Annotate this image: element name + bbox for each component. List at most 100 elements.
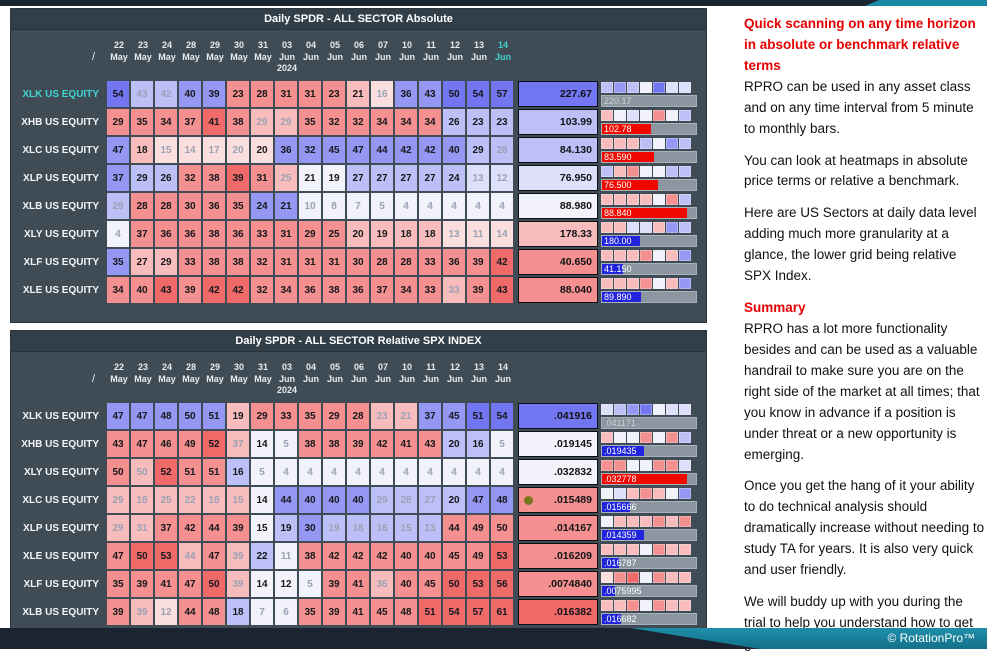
heatmap-cell[interactable]: 39	[107, 599, 129, 626]
heatmap-cell[interactable]: 38	[203, 249, 225, 276]
heatmap-cell[interactable]: 56	[491, 571, 513, 598]
heatmap-cell[interactable]: 4	[491, 193, 513, 220]
heatmap-cell[interactable]: 49	[467, 543, 489, 570]
heatmap-cell[interactable]: 34	[395, 109, 417, 136]
heatmap-cell[interactable]: 34	[107, 277, 129, 304]
heatmap-cell[interactable]: 28	[491, 137, 513, 164]
heatmap-cell[interactable]: 35	[107, 249, 129, 276]
heatmap-cell[interactable]: 48	[395, 599, 417, 626]
heatmap-cell[interactable]: 47	[107, 137, 129, 164]
heatmap-cell[interactable]: 23	[371, 403, 393, 430]
row-label-xle[interactable]: XLE US EQUITY	[22, 550, 99, 562]
heatmap-cell[interactable]: 36	[227, 221, 249, 248]
heatmap-cell[interactable]: 4	[107, 221, 129, 248]
heatmap-cell[interactable]: 16	[371, 81, 393, 108]
heatmap-cell[interactable]: 39	[323, 599, 345, 626]
row-label-xly[interactable]: XLY US EQUITY	[23, 466, 99, 478]
heatmap-cell[interactable]: 35	[227, 193, 249, 220]
heatmap-cell[interactable]: 5	[275, 431, 297, 458]
heatmap-cell[interactable]: 23	[467, 109, 489, 136]
heatmap-cell[interactable]: 50	[179, 403, 201, 430]
heatmap-cell[interactable]: 28	[155, 193, 177, 220]
heatmap-cell[interactable]: 18	[131, 137, 153, 164]
heatmap-cell[interactable]: 38	[299, 543, 321, 570]
heatmap-cell[interactable]: 25	[323, 221, 345, 248]
row-label-xlk[interactable]: XLK US EQUITY	[22, 88, 99, 100]
heatmap-cell[interactable]: 21	[275, 193, 297, 220]
heatmap-cell[interactable]: 23	[323, 81, 345, 108]
heatmap-cell[interactable]: 5	[491, 431, 513, 458]
heatmap-cell[interactable]: 18	[419, 221, 441, 248]
heatmap-cell[interactable]: 57	[467, 599, 489, 626]
heatmap-cell[interactable]: 31	[275, 249, 297, 276]
heatmap-cell[interactable]: 18	[203, 487, 225, 514]
heatmap-cell[interactable]: 31	[299, 249, 321, 276]
heatmap-cell[interactable]: 15	[227, 487, 249, 514]
heatmap-cell[interactable]: 39	[203, 81, 225, 108]
heatmap-cell[interactable]: 34	[395, 277, 417, 304]
heatmap-cell[interactable]: 29	[131, 165, 153, 192]
heatmap-cell[interactable]: 18	[227, 599, 249, 626]
heatmap-cell[interactable]: 10	[299, 193, 321, 220]
heatmap-cell[interactable]: 47	[203, 543, 225, 570]
heatmap-cell[interactable]: 44	[179, 543, 201, 570]
heatmap-cell[interactable]: 19	[227, 403, 249, 430]
heatmap-cell[interactable]: 27	[131, 249, 153, 276]
heatmap-cell[interactable]: 45	[371, 599, 393, 626]
heatmap-cell[interactable]: 12	[491, 165, 513, 192]
heatmap-cell[interactable]: 50	[443, 81, 465, 108]
heatmap-cell[interactable]: 36	[275, 137, 297, 164]
heatmap-cell[interactable]: 29	[275, 109, 297, 136]
heatmap-cell[interactable]: 47	[131, 403, 153, 430]
heatmap-cell[interactable]: 14	[179, 137, 201, 164]
heatmap-cell[interactable]: 31	[131, 515, 153, 542]
heatmap-cell[interactable]: 38	[227, 109, 249, 136]
heatmap-cell[interactable]: 29	[467, 137, 489, 164]
heatmap-cell[interactable]: 36	[299, 277, 321, 304]
heatmap-cell[interactable]: 27	[395, 165, 417, 192]
heatmap-cell[interactable]: 41	[203, 109, 225, 136]
heatmap-cell[interactable]: 54	[107, 81, 129, 108]
heatmap-cell[interactable]: 32	[251, 249, 273, 276]
heatmap-cell[interactable]: 4	[443, 193, 465, 220]
heatmap-cell[interactable]: 13	[467, 165, 489, 192]
heatmap-cell[interactable]: 4	[395, 459, 417, 486]
heatmap-cell[interactable]: 21	[347, 81, 369, 108]
heatmap-cell[interactable]: 15	[395, 515, 417, 542]
heatmap-cell[interactable]: 28	[251, 81, 273, 108]
heatmap-cell[interactable]: 32	[179, 165, 201, 192]
heatmap-cell[interactable]: 31	[275, 221, 297, 248]
heatmap-cell[interactable]: 40	[395, 571, 417, 598]
heatmap-cell[interactable]: 20	[251, 137, 273, 164]
heatmap-cell[interactable]: 42	[179, 515, 201, 542]
heatmap-cell[interactable]: 47	[107, 403, 129, 430]
heatmap-cell[interactable]: 33	[419, 277, 441, 304]
heatmap-cell[interactable]: 28	[395, 487, 417, 514]
heatmap-cell[interactable]: 36	[155, 221, 177, 248]
heatmap-cell[interactable]: 13	[419, 515, 441, 542]
heatmap-cell[interactable]: 40	[323, 487, 345, 514]
heatmap-cell[interactable]: 39	[227, 515, 249, 542]
heatmap-cell[interactable]: 36	[347, 277, 369, 304]
heatmap-cell[interactable]: 29	[107, 109, 129, 136]
heatmap-cell[interactable]: 33	[251, 221, 273, 248]
heatmap-cell[interactable]: 16	[467, 431, 489, 458]
heatmap-cell[interactable]: 4	[299, 459, 321, 486]
heatmap-cell[interactable]: 39	[227, 165, 249, 192]
heatmap-cell[interactable]: 17	[203, 137, 225, 164]
heatmap-cell[interactable]: 6	[275, 599, 297, 626]
heatmap-cell[interactable]: 27	[371, 165, 393, 192]
heatmap-cell[interactable]: 18	[131, 487, 153, 514]
heatmap-cell[interactable]: 53	[467, 571, 489, 598]
row-label-xhb[interactable]: XHB US EQUITY	[21, 438, 99, 450]
heatmap-cell[interactable]: 5	[251, 459, 273, 486]
heatmap-cell[interactable]: 41	[155, 571, 177, 598]
heatmap-cell[interactable]: 19	[323, 165, 345, 192]
heatmap-cell[interactable]: 30	[299, 515, 321, 542]
heatmap-cell[interactable]: 45	[443, 543, 465, 570]
heatmap-cell[interactable]: 37	[131, 221, 153, 248]
heatmap-cell[interactable]: 16	[371, 515, 393, 542]
heatmap-cell[interactable]: 42	[323, 543, 345, 570]
heatmap-cell[interactable]: 38	[203, 221, 225, 248]
heatmap-cell[interactable]: 42	[347, 543, 369, 570]
